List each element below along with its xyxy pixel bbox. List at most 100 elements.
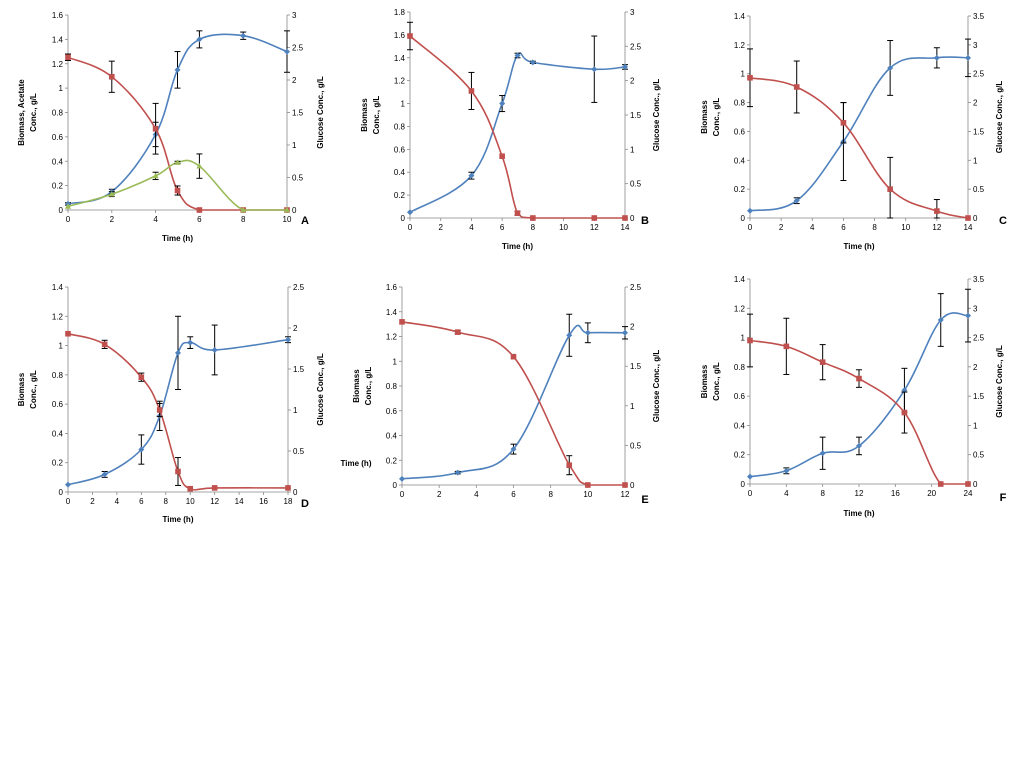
- y-tick-label: 1: [741, 70, 746, 79]
- glucose-point: [965, 481, 971, 487]
- y-axis-label: Biomass, Acetate: [17, 79, 26, 146]
- y-tick-label: 0.2: [734, 451, 746, 460]
- y-tick-label: 1.4: [734, 12, 746, 21]
- glucose-point: [585, 482, 591, 488]
- y-axis-label: Biomass: [360, 98, 369, 132]
- x-tick-label: 14: [964, 223, 973, 232]
- y-tick-label: 0.6: [52, 133, 64, 142]
- series-glucose: [65, 330, 291, 492]
- y2-tick-label: 2: [973, 99, 978, 108]
- panel-label: C: [999, 215, 1007, 227]
- acetate-point: [196, 162, 203, 169]
- glucose-point: [196, 207, 203, 213]
- series-glucose: [747, 313, 971, 487]
- glucose-point: [514, 210, 521, 216]
- x-tick-label: 4: [810, 223, 815, 232]
- chart-panel-b: 0 0.2 0.4 0.6 0.8 1 1.2 1.4 1.6 1.8 0 0.5 1 1.5 2 2.5 3 0…: [360, 8, 661, 251]
- x-tick-label: 0: [748, 223, 753, 232]
- biomass-point: [285, 336, 291, 343]
- y-tick-label: 1: [59, 342, 64, 351]
- x-tick-label: 12: [210, 497, 219, 506]
- glucose-point: [101, 341, 108, 348]
- y-tick-label: 1.2: [734, 41, 746, 50]
- x-tick-label: 2: [779, 223, 784, 232]
- x-axis-label: Time (h): [341, 459, 372, 468]
- x-tick-label: 6: [197, 215, 202, 224]
- biomass-point: [965, 312, 971, 319]
- x-tick-label: 6: [511, 490, 516, 499]
- x-tick-label: 8: [241, 215, 246, 224]
- y-tick-label: 0.2: [52, 459, 64, 468]
- y2-tick-label: 2: [973, 363, 978, 372]
- x-axis-label: Time (h): [162, 234, 193, 243]
- x-tick-label: 4: [153, 215, 158, 224]
- glucose-point: [175, 468, 181, 475]
- biomass-point: [187, 339, 194, 346]
- y2-tick-label: 3.5: [973, 275, 985, 284]
- acetate-line: [67, 159, 287, 211]
- series-acetate: [65, 153, 290, 213]
- x-tick-label: 2: [90, 497, 95, 506]
- x-tick-label: 0: [66, 215, 71, 224]
- y-tick-label: 0.2: [734, 185, 746, 194]
- x-tick-label: 12: [590, 223, 599, 232]
- x-tick-label: 12: [932, 223, 941, 232]
- x-tick-label: 0: [66, 497, 71, 506]
- glucose-point: [174, 187, 181, 194]
- glucose-point: [468, 88, 475, 94]
- x-axis-label: Time (h): [844, 242, 875, 251]
- glucose-line: [401, 321, 625, 486]
- biomass-point: [65, 481, 71, 488]
- y-tick-label: 1: [741, 334, 746, 343]
- glucose-point: [65, 330, 71, 337]
- y2-tick-label: 1.5: [630, 362, 642, 371]
- y-axis-label: Biomass: [700, 100, 709, 134]
- x-tick-label: 20: [927, 489, 936, 498]
- x-axis-label: Time (h): [502, 242, 533, 251]
- x-tick-label: 6: [139, 497, 144, 506]
- y-tick-label: 0.8: [394, 122, 406, 131]
- biomass-point: [591, 66, 598, 73]
- glucose-point: [887, 186, 893, 192]
- y2-tick-label: 3: [973, 304, 978, 313]
- biomass-point: [937, 317, 944, 323]
- glucose-point: [285, 485, 291, 491]
- x-tick-label: 8: [531, 223, 536, 232]
- biomass-point: [468, 172, 475, 179]
- x-tick-label: 14: [235, 497, 244, 506]
- y-tick-label: 0.4: [734, 421, 746, 430]
- glucose-point: [747, 337, 753, 344]
- x-tick-label: 0: [400, 490, 405, 499]
- y2-tick-label: 2.5: [292, 44, 304, 53]
- biomass-point: [887, 64, 894, 71]
- glucose-point: [530, 215, 536, 221]
- x-tick-label: 12: [621, 490, 630, 499]
- y2-tick-label: 1.5: [292, 109, 304, 118]
- biomass-point: [510, 446, 517, 453]
- x-tick-label: 10: [901, 223, 910, 232]
- x-tick-label: 12: [855, 489, 864, 498]
- y-tick-label: 0.4: [734, 156, 746, 165]
- y2-axis-label: Glucose Conc., g/L: [652, 350, 661, 423]
- series-glucose: [747, 48, 971, 221]
- y-tick-label: 1.4: [394, 54, 406, 63]
- y-tick-label: 0.2: [52, 182, 64, 191]
- y2-tick-label: 0.5: [630, 180, 642, 189]
- y-axis-label: Biomass: [17, 372, 26, 406]
- y-tick-label: 1.6: [52, 11, 64, 20]
- x-tick-label: 14: [621, 223, 630, 232]
- biomass-point: [407, 209, 413, 216]
- y-tick-label: 0.8: [52, 109, 64, 118]
- chart-panel-f: 0 0.2 0.4 0.6 0.8 1 1.2 1.4 0 0.5 1 1.5 2 2.5 3 3.5 0 4 8 1…: [700, 275, 1007, 518]
- y2-tick-label: 1: [293, 406, 298, 415]
- y2-tick-label: 3: [630, 8, 635, 17]
- biomass-point: [965, 54, 971, 61]
- biomass-point: [211, 346, 218, 353]
- y-tick-label: 1.4: [52, 283, 64, 292]
- biomass-point: [240, 32, 247, 39]
- y-tick-label: 0.6: [394, 145, 406, 154]
- y-tick-label: 0: [741, 480, 746, 489]
- x-tick-label: 4: [474, 490, 479, 499]
- panel-label: F: [1000, 492, 1007, 504]
- biomass-point: [566, 332, 573, 339]
